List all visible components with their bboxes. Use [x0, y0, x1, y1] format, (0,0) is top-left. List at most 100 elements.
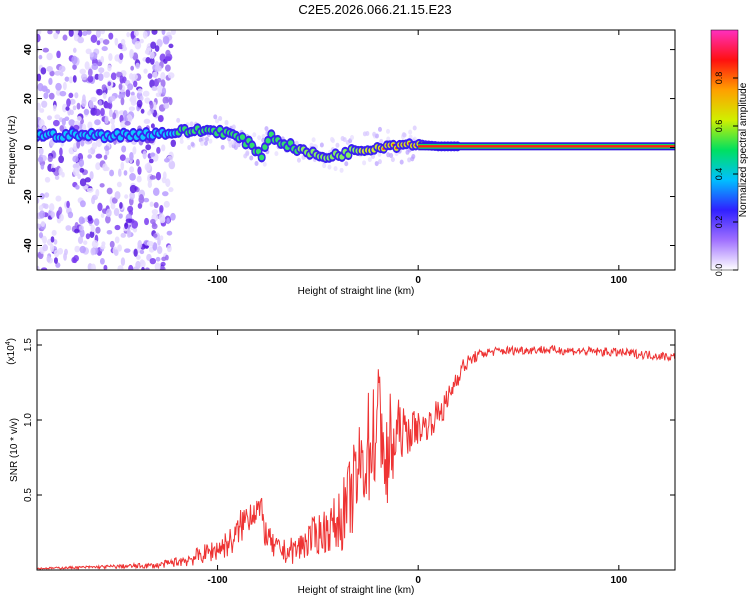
spectrogram-noise-cell: [159, 265, 166, 270]
spectrogram-noise-cell: [87, 154, 93, 159]
spectrogram-noise-cell: [349, 135, 354, 141]
spectrogram-noise-cell: [59, 147, 63, 156]
spectrogram-noise-cell: [65, 225, 72, 231]
ridge-tail-band: [418, 145, 675, 148]
ridge-core: [345, 152, 351, 158]
spectrogram-noise-cell: [68, 76, 74, 84]
spectrogram-noise-cell: [132, 146, 137, 155]
spectrogram-noise-cell: [104, 102, 111, 109]
spectrogram-noise-cell: [127, 83, 134, 91]
spectrogram-noise-cell: [161, 144, 166, 152]
spectrogram-noise-cell: [142, 30, 148, 39]
spectrogram-noise-cell: [390, 157, 395, 163]
spectrogram-noise-cell: [134, 41, 142, 50]
spectrogram-noise-cell: [262, 161, 267, 167]
spectrogram-noise-cell: [97, 73, 104, 81]
spectrogram-noise-cell: [95, 30, 101, 38]
spectrogram-noise-cell: [149, 57, 155, 65]
spectrogram-noise-cell: [103, 71, 110, 78]
spectrogram-noise-cell: [48, 203, 55, 212]
spectrogram-noise-cell: [150, 218, 156, 225]
spectrogram-noise-cell: [61, 171, 65, 178]
spectrogram-noise-cell: [157, 114, 164, 123]
spectrogram-noise-cell: [89, 231, 95, 238]
spectrogram-noise-cell: [166, 217, 170, 225]
spectrogram-noise-cell: [99, 258, 105, 265]
spectrogram-noise-cell: [122, 110, 128, 118]
spectrogram-y-tick-label: 40: [23, 44, 34, 56]
spectrogram-noise-cell: [40, 267, 48, 270]
spectrogram-noise-cell: [107, 81, 112, 87]
spectrogram-noise-cell: [137, 88, 143, 94]
spectrogram-noise-cell: [54, 114, 61, 120]
spectrogram-noise-cell: [119, 52, 124, 61]
spectrogram-noise-cell: [147, 73, 153, 79]
spectrogram-noise-cell: [166, 230, 173, 236]
spectrogram-noise-cell: [166, 244, 172, 253]
spectrogram-noise-cell: [408, 129, 413, 135]
spectrogram-noise-cell: [77, 36, 85, 44]
spectrogram-noise-cell: [46, 52, 53, 61]
spectrogram-noise-cell: [213, 114, 218, 120]
spectrogram-noise-cell: [152, 242, 158, 251]
spectrogram-noise-cell: [87, 215, 93, 222]
spectrogram-noise-cell: [159, 235, 164, 241]
spectrogram-noise-cell: [161, 30, 166, 36]
spectrogram-noise-cell: [274, 151, 279, 157]
spectrogram-noise-cell: [91, 196, 96, 205]
spectrogram-noise-cell: [168, 187, 174, 193]
spectrogram-noise-cell: [156, 245, 163, 255]
spectrogram-noise-cell: [37, 223, 41, 229]
snr-series-line: [37, 344, 675, 570]
spectrogram-noise-cell: [149, 102, 154, 109]
spectrogram-noise-cell: [254, 160, 259, 166]
snr-y-label: SNR (10 * v/v): [9, 418, 20, 482]
spectrogram-noise-cell: [170, 139, 177, 148]
spectrogram-noise-cell: [55, 262, 61, 268]
spectrogram-noise-cell: [55, 82, 62, 91]
spectrogram-noise-cell: [129, 48, 134, 58]
spectrogram-noise-cell: [296, 157, 301, 163]
spectrogram-noise-cell: [76, 139, 81, 149]
spectrogram-noise-cell: [56, 50, 61, 59]
spectrogram-noise-cell: [72, 167, 80, 177]
snr-y-tick-label: 1.5: [23, 338, 34, 352]
spectrogram-noise-cell: [108, 32, 114, 40]
spectrogram-noise-cell: [58, 206, 63, 215]
spectrogram-noise-cell: [154, 64, 160, 73]
spectrogram-noise-cell: [82, 94, 86, 103]
spectrogram-noise-cell: [149, 175, 157, 180]
spectrogram-noise-cell: [59, 213, 64, 222]
spectrogram-noise-cell: [97, 61, 103, 67]
spectrogram-noise-cell: [136, 254, 141, 260]
spectrogram-noise-cell: [322, 163, 327, 169]
spectrogram-noise-cell: [37, 45, 40, 53]
spectrogram-noise-cell: [114, 37, 119, 46]
spectrogram-noise-cell: [82, 123, 87, 132]
spectrogram-noise-cell: [118, 213, 123, 219]
spectrogram-noise-cell: [110, 72, 117, 81]
spectrogram-noise-cell: [58, 65, 66, 73]
spectrogram-noise-cell: [264, 126, 269, 132]
spectrogram-noise-cell: [44, 176, 51, 183]
snr-frame: [36, 329, 676, 571]
spectrogram-noise-cell: [53, 239, 58, 245]
spectrogram-noise-cell: [113, 249, 119, 257]
spectrogram-noise-cell: [139, 95, 144, 101]
spectrogram-noise-cell: [39, 193, 45, 200]
spectrogram-noise-cell: [37, 156, 44, 163]
chart-title: C2E5.2026.066.21.15.E23: [298, 2, 452, 17]
spectrogram-noise-cell: [157, 77, 162, 83]
spectrogram-noise-cell: [374, 161, 379, 167]
spectrogram-noise-cell: [109, 169, 115, 177]
spectrogram-noise-cell: [135, 62, 141, 69]
spectrogram-noise-cell: [200, 141, 205, 147]
spectrogram-noise-cell: [133, 248, 138, 257]
spectrogram-noise-cell: [74, 228, 80, 234]
spectrogram-noise-cell: [50, 167, 56, 173]
spectrogram-noise-cell: [100, 213, 105, 218]
spectrogram-noise-cell: [150, 152, 156, 157]
spectrogram-noise-cell: [151, 85, 158, 91]
spectrogram-noise-cell: [124, 194, 129, 199]
spectrogram-noise-cell: [55, 195, 62, 202]
